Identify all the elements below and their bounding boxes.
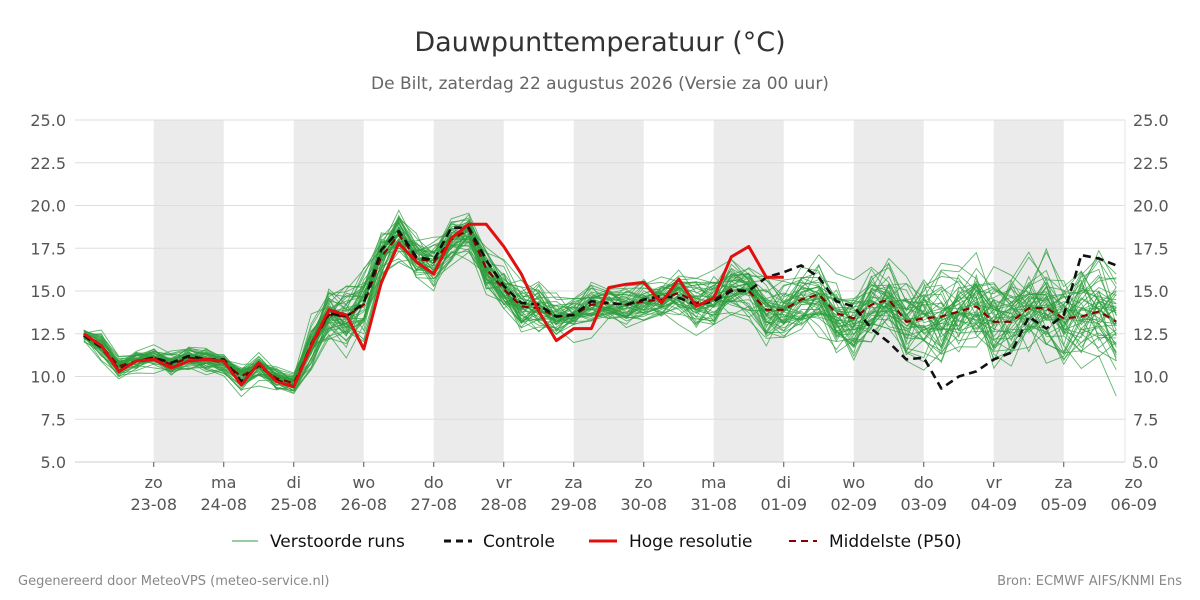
y-tick-label-left: 25.0 (30, 111, 66, 130)
x-tick-date: 30-08 (621, 495, 668, 514)
x-tick-date: 23-08 (131, 495, 178, 514)
ensemble-member-line (83, 228, 1117, 388)
ensemble-member-line (83, 221, 1117, 389)
legend: Verstoorde runs Controle Hoge resolutie … (232, 532, 962, 552)
x-tick-day: do (914, 473, 934, 492)
y-tick-label-left: 10.0 (30, 368, 66, 387)
y-axis-left: 5.0 7.5 10.0 12.5 15.0 17.5 20.0 22.5 25.0 (30, 111, 66, 472)
x-tick-date: 02-09 (831, 495, 878, 514)
y-tick-label-right: 17.5 (1133, 239, 1169, 258)
x-tick-day: vr (986, 473, 1002, 492)
legend-median-label: Middelste (P50) (829, 532, 962, 552)
x-tick-day: di (776, 473, 791, 492)
y-tick-label-left: 15.0 (30, 282, 66, 301)
y-tick-label-left: 12.5 (30, 325, 66, 344)
ensemble-member-line (83, 221, 1117, 378)
ensemble-member-line (83, 222, 1117, 386)
y-axis-right: 5.0 7.5 10.0 12.5 15.0 17.5 20.0 22.5 25.0 (1133, 111, 1169, 472)
x-tick-day: za (1055, 473, 1073, 492)
series-hires-line (82, 222, 784, 389)
x-tick-date: 26-08 (341, 495, 388, 514)
y-tick-label-left: 22.5 (30, 154, 66, 173)
x-tick-date: 28-08 (481, 495, 528, 514)
legend-control-label: Controle (483, 532, 555, 552)
x-tick-day: do (424, 473, 444, 492)
legend-ensemble-label: Verstoorde runs (270, 532, 405, 552)
x-tick-day: wo (352, 473, 375, 492)
ensemble-member-line (83, 225, 1117, 390)
x-tick-day: vr (496, 473, 512, 492)
y-tick-label-left: 7.5 (41, 410, 66, 429)
y-tick-label-right: 22.5 (1133, 154, 1169, 173)
legend-hires-label: Hoge resolutie (629, 532, 753, 552)
x-tick-day: zo (635, 473, 653, 492)
ensemble-member-line (83, 227, 1117, 382)
x-tick-day: za (565, 473, 583, 492)
x-tick-day: di (286, 473, 301, 492)
x-tick-date: 31-08 (691, 495, 738, 514)
x-tick-date: 29-08 (551, 495, 598, 514)
y-tick-label-right: 7.5 (1133, 410, 1158, 429)
x-tick-day: zo (145, 473, 163, 492)
y-tick-label-right: 25.0 (1133, 111, 1169, 130)
main-series (82, 222, 1117, 390)
x-tick-day: zo (1125, 473, 1143, 492)
x-tick-day: wo (842, 473, 865, 492)
y-tick-label-right: 15.0 (1133, 282, 1169, 301)
y-tick-label-left: 20.0 (30, 197, 66, 216)
footer-source: Bron: ECMWF AIFS/KNMI Ens (997, 574, 1182, 589)
y-tick-label-left: 5.0 (41, 453, 66, 472)
chart-title: Dauwpunttemperatuur (°C) (414, 27, 785, 58)
footer-generated-by: Gegenereerd door MeteoVPS (meteo-service… (18, 574, 329, 589)
y-tick-label-right: 5.0 (1133, 453, 1158, 472)
x-tick-date: 05-09 (1041, 495, 1088, 514)
x-tick-day: ma (211, 473, 236, 492)
x-tick-date: 01-09 (761, 495, 808, 514)
y-tick-label-left: 17.5 (30, 239, 66, 258)
y-tick-label-right: 20.0 (1133, 197, 1169, 216)
x-tick-date: 06-09 (1111, 495, 1158, 514)
y-tick-label-right: 12.5 (1133, 325, 1169, 344)
x-tick-date: 27-08 (411, 495, 458, 514)
chart-subtitle: De Bilt, zaterdag 22 augustus 2026 (Vers… (371, 74, 829, 94)
x-tick-date: 04-09 (971, 495, 1018, 514)
x-tick-day: ma (701, 473, 726, 492)
x-axis: zo 23-08 ma 24-08 di 25-08 wo 26-08 do 27-08 vr 28-… (131, 462, 1158, 514)
y-tick-label-right: 10.0 (1133, 368, 1169, 387)
x-tick-date: 24-08 (201, 495, 248, 514)
x-tick-date: 03-09 (901, 495, 948, 514)
x-tick-date: 25-08 (271, 495, 318, 514)
